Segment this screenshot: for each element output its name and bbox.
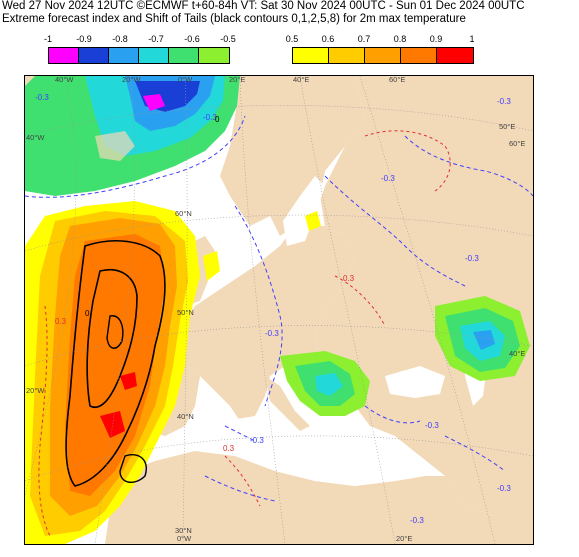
contour-label: -0.3 [497,97,511,106]
graticule [25,76,533,544]
efi-pos-darkorange-atlantic [65,234,165,496]
legend-color-cell [293,48,329,63]
legend-negative-colorbar [48,47,230,64]
efi-neg-cyan-balkans [315,373,343,396]
efi-pos-red-patch-2 [120,372,137,390]
contour-label: -0.3 [203,113,217,122]
legend-positive-ticks: 0.5 0.6 0.7 0.8 0.9 1 [286,34,475,46]
sea-baltic [283,176,325,246]
efi-neg-magenta-north [143,94,165,111]
lon-label-top: 20°W [122,75,141,84]
sot-contour-1 [65,240,166,487]
legend-color-cell [365,48,401,63]
legend-color-cell [49,48,79,63]
title-line-1: Wed 27 Nov 2024 12UTC ©ECMWF t+60-84h VT… [2,0,525,12]
legend-tick-label: 0.5 [285,34,299,44]
lat-label-right: 40°E [509,349,526,358]
contour-blue-dashed-1 [25,115,246,198]
legend-tick-label: 0.7 [357,34,371,44]
sot-contour-4 [119,454,147,483]
sot-contour-2 [86,269,138,408]
title-line-2: Extreme forecast index and Shift of Tail… [2,13,466,25]
contour-label: 0.3 [223,444,235,453]
inner-lat-label: 60°N [175,209,192,218]
lon-label-top: 60°E [389,75,406,84]
efi-map: -0.3 -0.3 -0.3 -0.3 -0.3 -0.3 -0.3 -0.3 -0.3 -0.3… [24,75,534,545]
contour-label: -0.3 [265,329,279,338]
contour-labels: -0.3 -0.3 -0.3 -0.3 -0.3 -0.3 -0.3 -0.3 -0.3 -0.3… [35,93,511,525]
lat-label-right: 60°E [509,139,526,148]
inner-lat-label: 30°N [175,526,192,535]
legend-tick-label: -0.5 [220,34,236,44]
legend-negative-ticks: -1 -0.9 -0.8 -0.7 -0.6 -0.5 [44,34,240,46]
inner-lat-label: 40°N [177,412,194,421]
efi-pos-red-patch-1 [100,411,125,438]
sea-black [385,366,445,398]
land-east [315,76,533,544]
legend-tick-label: 0.6 [321,34,335,44]
contour-red-dashed-4 [224,455,261,507]
lon-label-top: 20°E [229,75,246,84]
lon-label-top: 40°W [55,75,74,84]
contour-label: 0 [215,115,220,124]
contour-label: 0.3 [55,317,67,326]
efi-pos-yellow-britain [203,251,220,281]
lat-label-left: 20°W [26,386,45,395]
legend-tick-label: -0.8 [112,34,128,44]
contour-blue-dashed-3 [324,175,466,287]
legend-tick-label: 0.9 [429,34,443,44]
lon-label-top: 0°W [178,75,193,84]
contour-label: -0.3 [35,93,49,102]
lon-label-bottom: 0°W [177,534,192,543]
contour-label: -0.3 [410,516,424,525]
legend-color-cell [329,48,365,63]
lon-label-bottom: 20°E [396,534,413,543]
lat-label-left: 40°W [26,133,45,142]
contour-blue-dashed-8 [224,425,256,442]
legend-tick-label: 0.8 [393,34,407,44]
map-canvas: -0.3 -0.3 -0.3 -0.3 -0.3 -0.3 -0.3 -0.3 -0.3 -0.3… [25,76,533,544]
sot-contour-3 [106,315,124,349]
contour-label: -0.3 [465,254,479,263]
legend-positive: 0.5 0.6 0.7 0.8 0.9 1 [286,34,475,64]
land-italy [265,376,310,431]
legend-color-cell [109,48,139,63]
legend-color-cell [437,48,473,63]
lon-label-top: 40°E [293,75,310,84]
legend-color-cell [139,48,169,63]
contour-blue-dashed-4 [404,135,533,197]
legend-tick-label: -0.9 [76,34,92,44]
legend-color-cell [401,48,437,63]
legend-tick-label: -0.6 [184,34,200,44]
legend-tick-label: 1 [469,34,475,44]
land-north-africa [105,451,495,544]
legend-tick-label: -1 [43,34,53,44]
contour-label: -0.3 [425,421,439,430]
land-scandinavia [220,76,365,236]
land-anatolia [355,396,455,436]
contour-blue-dashed-7 [204,475,276,502]
contour-label: 0 [85,309,90,318]
contour-red-dashed-1 [364,130,451,192]
legend-positive-colorbar [292,47,474,64]
contour-label: -0.3 [497,484,511,493]
contour-label: 0.3 [343,274,355,283]
contour-blue-dashed-2 [234,205,283,407]
sea-mediterranean [185,416,445,486]
legend-color-cell [169,48,199,63]
efi-neg-blue-east [473,330,495,350]
legend-color-cell [79,48,109,63]
inner-lat-label: 50°N [177,308,194,317]
legend-tick-label: -0.7 [148,34,164,44]
legend-color-cell [199,48,229,63]
efi-pos-yellow-baltic [305,211,321,231]
inner-lon-label: 50°E [499,122,516,131]
legend-negative: -1 -0.9 -0.8 -0.7 -0.6 -0.5 [44,34,240,64]
contour-label: -0.3 [381,174,395,183]
contour-red-dashed-2 [38,305,51,537]
sea-north [215,226,275,281]
land-iceland [95,131,135,161]
contour-label: -0.3 [250,436,264,445]
